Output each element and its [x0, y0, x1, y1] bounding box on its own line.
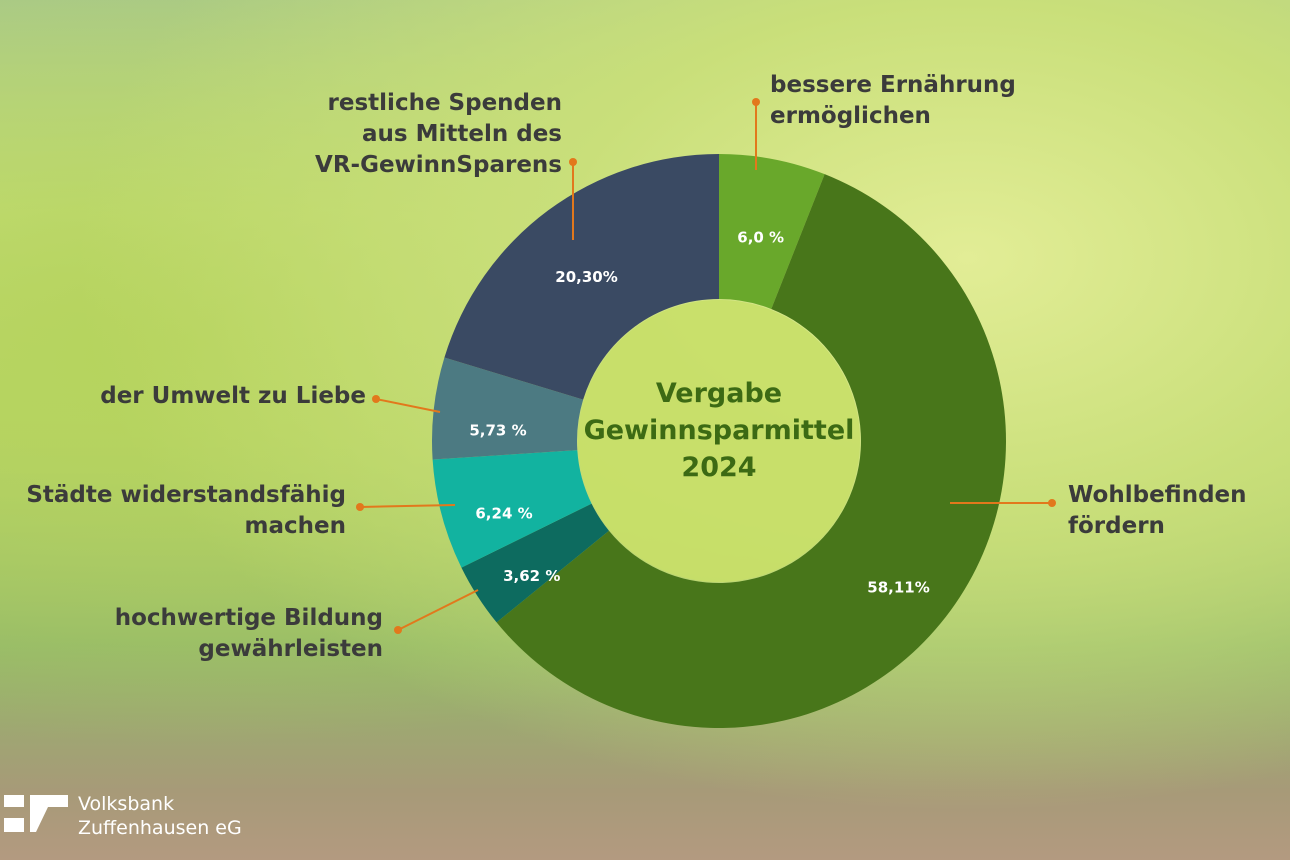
- leader-dot: [372, 395, 380, 403]
- donut-segment: [432, 357, 584, 460]
- leader-line: [375, 398, 441, 413]
- logo-mark: [4, 795, 68, 832]
- leader-line: [397, 589, 479, 631]
- value-label: 6,0 %: [737, 228, 784, 246]
- logo-text: Volksbank Zuffenhausen eG: [78, 793, 242, 839]
- donut-segment: [432, 450, 592, 568]
- value-label: 3,62 %: [503, 567, 560, 585]
- donut-hole: [578, 300, 860, 582]
- leader-line: [359, 504, 456, 508]
- leader-dot: [356, 503, 364, 511]
- leader-dot: [569, 158, 577, 166]
- category-label: restliche Spenden aus Mitteln des VR-Gew…: [315, 90, 562, 178]
- category-label: hochwertige Bildung gewährleisten: [114, 605, 383, 662]
- leader-dot: [394, 626, 402, 634]
- donut-segment: [461, 503, 609, 623]
- donut-segment: [496, 174, 1006, 728]
- value-label: 5,73 %: [469, 421, 526, 439]
- donut-segment: [719, 154, 825, 309]
- category-label: Wohlbefinden fördern: [1068, 482, 1247, 539]
- value-label: 20,30%: [555, 268, 617, 286]
- chart-title: Vergabe Gewinnsparmittel 2024: [583, 378, 855, 483]
- category-label: der Umwelt zu Liebe: [100, 383, 366, 409]
- donut-segment: [444, 153, 719, 400]
- value-label: 58,11%: [867, 578, 929, 596]
- category-label: Städte widerstandsfähig machen: [26, 482, 346, 539]
- leader-dot: [1048, 499, 1056, 507]
- category-label: bessere Ernährung ermöglichen: [770, 72, 1016, 129]
- value-label: 6,24 %: [475, 504, 532, 522]
- leader-dot: [752, 98, 760, 106]
